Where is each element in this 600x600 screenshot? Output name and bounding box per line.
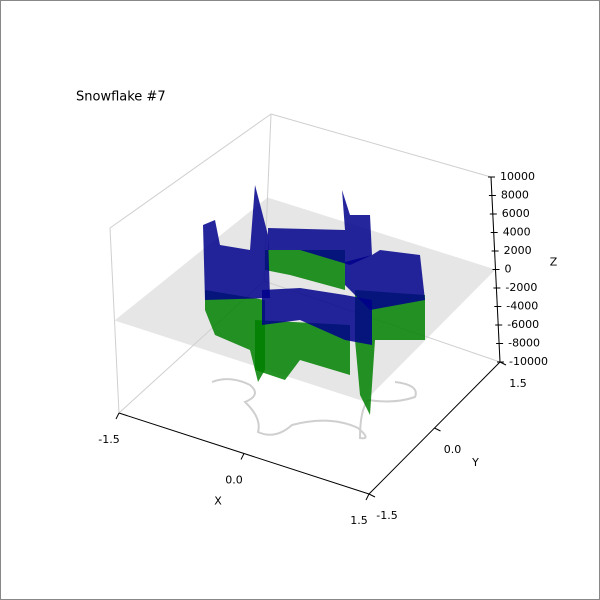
z-axis-label: Z (550, 256, 558, 269)
upper-surface (262, 288, 372, 345)
z-tick-label: -4000 (506, 300, 538, 313)
upper-surface (203, 185, 270, 300)
x-tick-label: 1.5 (350, 514, 368, 527)
z-tick-label: -8000 (508, 337, 540, 350)
x-tick (240, 453, 245, 460)
z-tick-label: 0 (505, 263, 512, 276)
upper-surface (268, 190, 372, 265)
x-tick-label: -1.5 (98, 433, 119, 446)
z-tick-label: 6000 (502, 207, 530, 220)
upper-surface (345, 250, 425, 310)
lower-surface (205, 290, 265, 382)
z-tick-label: 8000 (501, 189, 529, 202)
z-tick-label: -10000 (509, 355, 548, 368)
z-tick-label: 10000 (500, 170, 535, 183)
y-axis-label: Y (471, 456, 479, 469)
lower-surface (355, 290, 425, 415)
lower-surface (265, 250, 345, 290)
z-tick-label: -2000 (505, 281, 537, 294)
y-tick (368, 493, 376, 498)
z-tick-label: 4000 (503, 226, 531, 239)
y-tick-label: 0.0 (444, 443, 462, 456)
y-tick-label: 1.5 (509, 377, 527, 390)
box-edge (270, 113, 492, 178)
x-axis-label: X (214, 495, 222, 508)
surface (203, 185, 425, 415)
box-edge (109, 227, 120, 414)
y-tick (434, 427, 441, 432)
x-tick (365, 493, 370, 501)
lower-surface (255, 320, 350, 380)
x-tick-label: 0.0 (225, 474, 243, 487)
z-tick-label: 2000 (504, 244, 532, 257)
z-tick-label: -6000 (507, 318, 539, 331)
box-edge (109, 113, 272, 229)
y-tick-label: -1.5 (376, 509, 397, 522)
x-tick (115, 412, 120, 420)
contour-shadow (211, 378, 417, 440)
chart-title: Snowflake #7 (76, 90, 166, 105)
